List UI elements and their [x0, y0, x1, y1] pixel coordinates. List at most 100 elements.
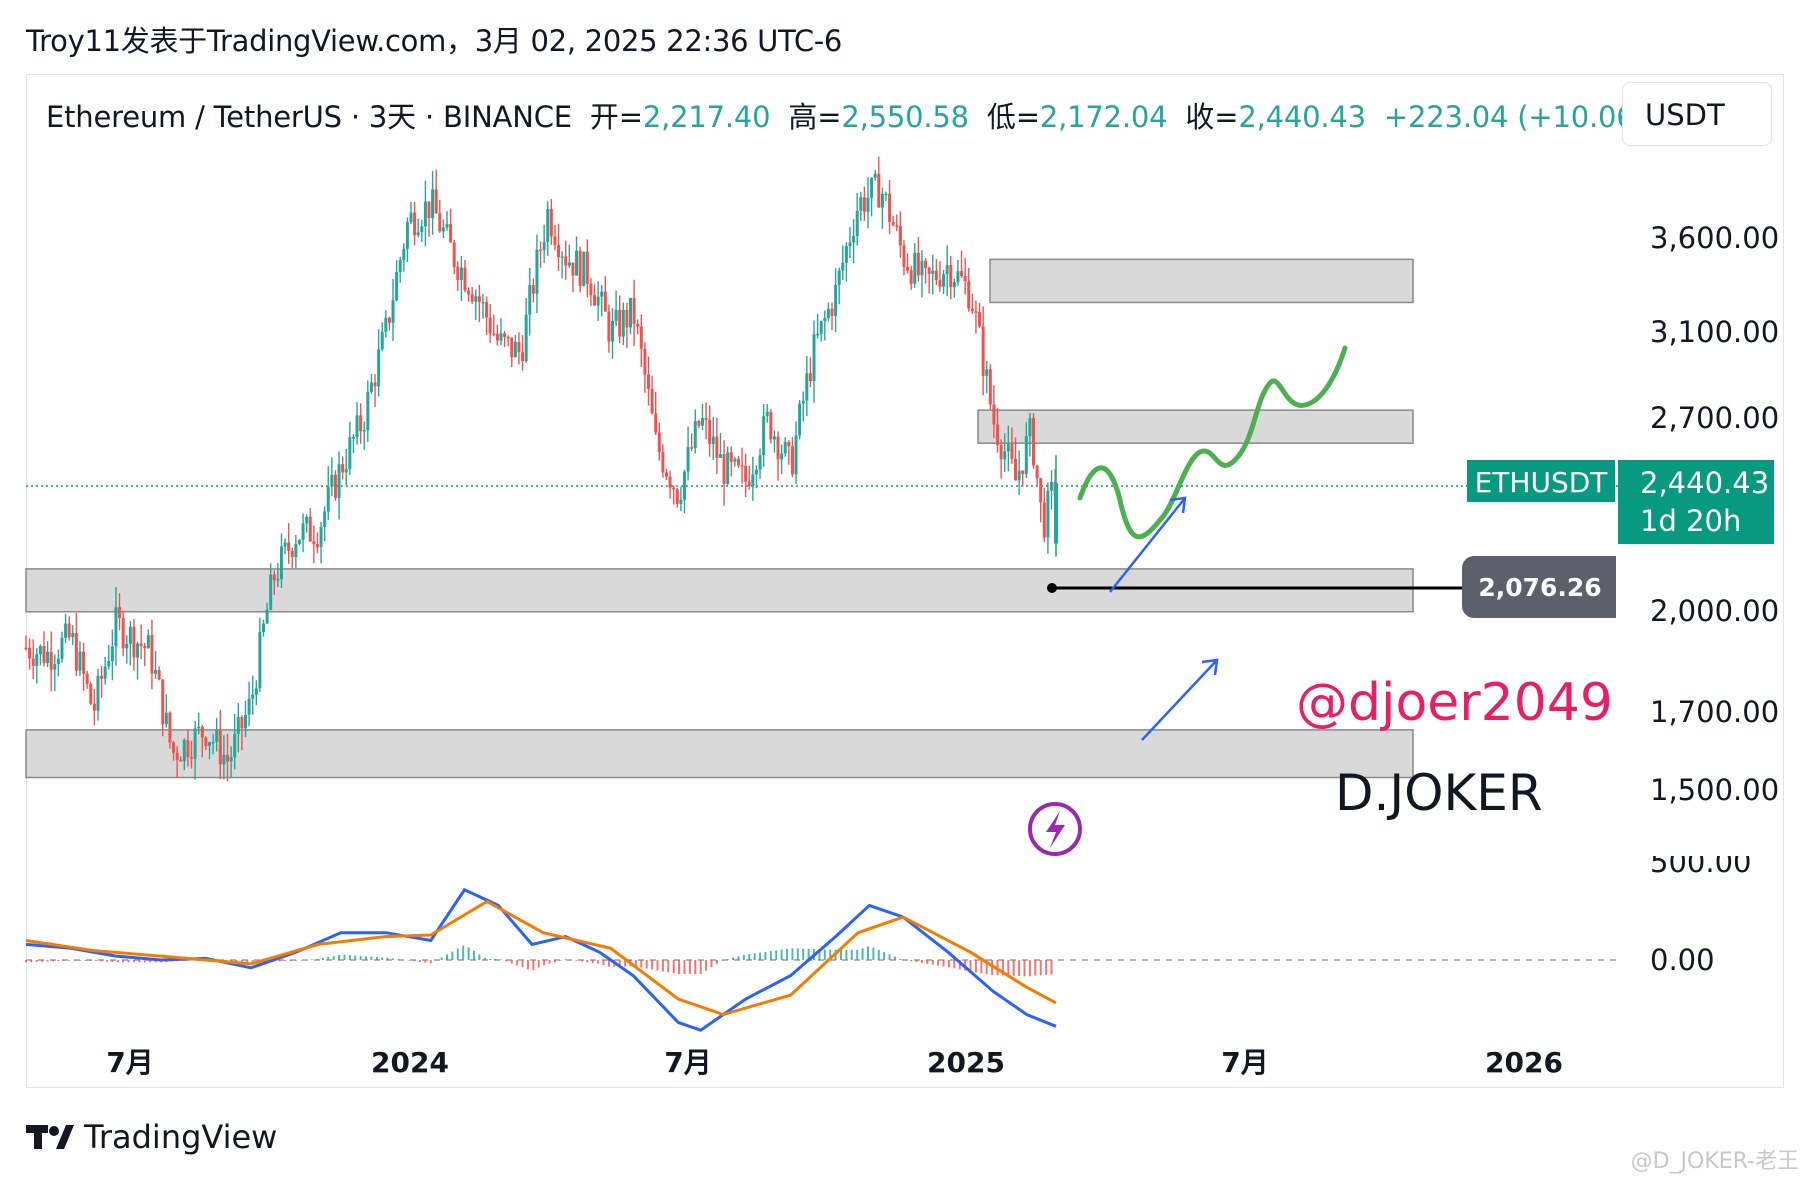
candle-body [844, 246, 848, 263]
tradingview-logo-icon [26, 1125, 74, 1149]
candle-body [528, 285, 532, 315]
candle-body [377, 349, 381, 387]
time-axis[interactable]: 7月 2024 7月 2025 7月 2026 [106, 1046, 1563, 1079]
candle-body [409, 212, 413, 223]
candle-body [272, 574, 276, 581]
candle-body [222, 754, 226, 765]
candle-body [834, 285, 838, 316]
candle-body [575, 250, 579, 276]
candle-body [578, 250, 582, 286]
candle-body [621, 309, 625, 337]
candle-body [758, 455, 762, 470]
candle-body [114, 607, 118, 647]
candle-body [906, 266, 910, 271]
candle-body [384, 317, 388, 332]
candle-body [726, 452, 730, 484]
candle-body [629, 297, 633, 328]
candle-body [927, 267, 931, 274]
candle-body [754, 469, 758, 475]
candle-body [978, 312, 982, 327]
low-label: 低= [986, 100, 1040, 134]
candle-body [139, 643, 143, 646]
price-tick-label: 0.00 [1650, 943, 1715, 977]
candle-body [398, 260, 402, 272]
candle-body [553, 236, 557, 245]
candle-body [967, 281, 971, 309]
candle-body [182, 740, 186, 762]
candle-body [549, 208, 553, 237]
handle-text[interactable]: @djoer2049 [1296, 673, 1613, 733]
level-line-anchor[interactable] [1047, 583, 1057, 593]
candle-body [488, 317, 492, 334]
price-tick-label: 3,600.00 [1650, 221, 1779, 255]
level-price-text: 2,076.26 [1478, 573, 1601, 602]
candle-body [290, 551, 294, 558]
zone-1[interactable] [989, 258, 1414, 304]
candle-body [682, 471, 686, 500]
candle-body [229, 757, 233, 762]
candle-body [826, 308, 830, 318]
zone-4[interactable] [25, 729, 1414, 779]
candle-body [898, 225, 902, 246]
candle-body [323, 511, 327, 528]
candle-body [942, 274, 946, 287]
candle-body [848, 242, 852, 247]
candle-body [154, 669, 158, 674]
candle-body [891, 221, 895, 226]
candle-body [150, 635, 154, 674]
candle-body [711, 436, 715, 444]
candle-body [477, 296, 481, 303]
candle-body [71, 632, 75, 638]
candle-body [920, 260, 924, 276]
price-axis[interactable]: 3,600.00 3,100.00 2,700.00 2,000.00 1,700.00… [1620, 221, 1780, 977]
candle-body [945, 265, 949, 275]
candle-body [265, 609, 269, 624]
candle-body [456, 266, 460, 281]
candle-body [405, 222, 409, 249]
candle-body [42, 646, 46, 664]
candle-body [161, 679, 165, 725]
arrow-upper[interactable] [1109, 496, 1187, 593]
time-tick-label: 2026 [1485, 1046, 1563, 1079]
candle-body [931, 270, 935, 274]
candle-body [236, 717, 240, 734]
symbol-label[interactable]: Ethereum / TetherUS · 3天 · BINANCE [46, 100, 572, 134]
candle-body [938, 280, 942, 287]
candle-body [672, 487, 676, 490]
candle-body [996, 424, 1000, 445]
projection-path[interactable] [1077, 345, 1348, 540]
name-text[interactable]: D.JOKER [1335, 764, 1543, 822]
candle-body [1050, 481, 1054, 491]
candle-body [812, 334, 816, 382]
zone-2[interactable] [977, 409, 1414, 444]
candle-body [326, 486, 330, 512]
high-label: 高= [788, 100, 842, 134]
candle-body [344, 468, 348, 473]
candle-body [999, 444, 1003, 460]
tradingview-logo[interactable]: TradingView [26, 1118, 277, 1156]
candle-body [46, 651, 50, 664]
candle-body [64, 623, 68, 638]
currency-button[interactable]: USDT [1622, 82, 1772, 146]
candle-body [650, 388, 654, 414]
arrow-lower[interactable] [1141, 658, 1219, 741]
candle-body [279, 546, 283, 580]
candle-body [211, 742, 215, 744]
zone-3[interactable] [25, 568, 1414, 613]
candle-body [646, 374, 650, 389]
candle-body [240, 717, 244, 729]
candle-body [805, 373, 809, 401]
candle-body [269, 574, 273, 610]
candle-body [625, 309, 629, 328]
candle-body [74, 632, 78, 671]
countdown-text: 1d 20h [1640, 504, 1741, 538]
time-tick-label: 7月 [106, 1046, 153, 1079]
candle-body [445, 224, 449, 228]
candle-body [1006, 444, 1010, 452]
time-tick-label: 2024 [371, 1046, 449, 1079]
candle-body [492, 333, 496, 336]
candle-body [715, 436, 719, 458]
candle-body [1032, 417, 1036, 466]
lightning-icon[interactable] [1028, 802, 1082, 856]
